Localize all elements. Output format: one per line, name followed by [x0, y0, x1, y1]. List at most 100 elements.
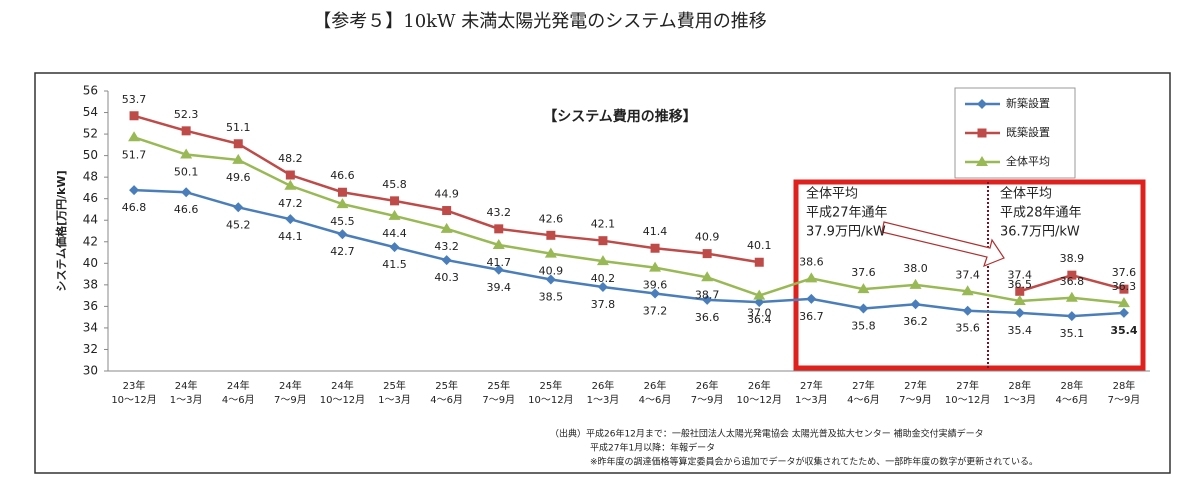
point [961, 285, 974, 296]
point [596, 255, 609, 266]
point [493, 264, 504, 275]
chart-frame [34, 72, 1171, 474]
value-label: 42.7 [330, 245, 355, 258]
x-tick-period: 10～12月 [945, 394, 990, 406]
value-label: 36.8 [1060, 275, 1085, 288]
y-tick-label: 54 [83, 105, 98, 119]
value-label: 38.7 [695, 288, 720, 301]
point [284, 179, 297, 190]
value-label: 35.1 [1060, 327, 1085, 340]
point [753, 289, 766, 300]
x-tick-year: 24年 [279, 379, 302, 392]
value-label: 40.9 [695, 231, 720, 244]
value-label: 36.5 [1008, 278, 1033, 291]
y-tick-label: 36 [83, 299, 98, 313]
series-line [133, 136, 1125, 305]
point [233, 139, 243, 149]
x-tick-period: 10～12月 [737, 394, 782, 406]
value-label: 46.6 [330, 169, 355, 182]
value-label: 48.2 [278, 152, 303, 165]
value-label: 42.6 [539, 212, 564, 225]
legend-label: 新築設置 [1006, 96, 1050, 110]
series-line [133, 188, 1125, 318]
source-note: 平成27年1月以降：年報データ [590, 442, 715, 454]
value-label: 43.2 [434, 240, 459, 253]
x-tick-period: 7～9月 [1108, 394, 1141, 406]
annotation: 平成27年通年 [806, 206, 888, 221]
value-label: 35.4 [1008, 324, 1033, 337]
point [494, 224, 504, 234]
x-tick-period: 4～6月 [1055, 394, 1088, 406]
point [754, 257, 764, 267]
value-label: 39.4 [487, 281, 512, 294]
value-label: 38.9 [1060, 252, 1085, 265]
value-label: 40.1 [747, 239, 772, 252]
point [128, 131, 141, 142]
value-label: 37.4 [1008, 268, 1033, 281]
x-tick-year: 28年 [1113, 379, 1136, 392]
value-label: 37.4 [955, 268, 980, 281]
chart-title: 【システム費用の推移】 [543, 108, 697, 125]
x-tick-year: 24年 [175, 379, 198, 392]
point [1117, 297, 1130, 308]
value-label: 37.8 [591, 298, 616, 311]
x-tick-year: 28年 [1008, 379, 1031, 392]
value-label: 44.9 [434, 188, 459, 201]
value-label: 50.1 [174, 166, 199, 179]
highlight-box [793, 179, 1146, 371]
value-label: 36.3 [1112, 280, 1137, 293]
x-tick-period: 4～6月 [847, 394, 880, 406]
point [1067, 270, 1077, 280]
x-tick-period: 4～6月 [222, 394, 255, 406]
point [1015, 286, 1025, 296]
point [1065, 291, 1078, 302]
arrow [881, 221, 1005, 268]
point [544, 247, 557, 258]
annotation: 全体平均 [806, 186, 858, 202]
x-tick-period: 7～9月 [482, 394, 515, 406]
point [701, 271, 714, 282]
y-tick-label: 44 [83, 213, 98, 227]
x-tick-year: 25年 [435, 379, 458, 392]
x-tick-year: 25年 [487, 379, 510, 392]
value-label: 40.3 [434, 271, 459, 284]
point [962, 305, 973, 316]
point [1014, 307, 1025, 318]
x-tick-period: 10～12月 [528, 394, 573, 406]
point [702, 294, 713, 305]
value-label: 45.8 [382, 178, 407, 191]
x-tick-year: 24年 [331, 379, 354, 392]
value-label: 37.6 [851, 266, 876, 279]
legend-marker [977, 128, 987, 138]
point [180, 148, 193, 159]
page-title: 【参考５】10kW 未満太陽光発電のシステム費用の推移 [313, 11, 767, 32]
point [442, 206, 452, 216]
point [492, 239, 505, 249]
y-tick-label: 46 [83, 191, 98, 205]
point [909, 278, 922, 289]
value-label: 43.2 [487, 206, 512, 219]
x-tick-year: 28年 [1060, 379, 1083, 392]
x-tick-period: 1～3月 [1003, 394, 1036, 406]
value-label: 39.6 [643, 279, 668, 292]
x-tick-year: 26年 [748, 379, 771, 392]
point [129, 185, 140, 196]
point [597, 282, 608, 292]
value-label: 46.6 [174, 203, 199, 216]
legend-marker [976, 156, 988, 166]
x-tick-period: 1～3月 [587, 394, 620, 406]
legend-marker [977, 99, 987, 109]
x-tick-year: 27年 [956, 379, 979, 392]
legend-label: 既築設置 [1006, 125, 1050, 139]
value-label: 44.4 [382, 227, 407, 240]
value-label: 36.6 [695, 311, 720, 324]
x-tick-year: 27年 [852, 379, 875, 392]
value-label: 45.2 [226, 218, 251, 231]
point [388, 209, 401, 220]
value-label: 40.9 [539, 265, 564, 278]
value-label: 52.3 [174, 108, 199, 121]
value-label: 49.6 [226, 171, 251, 184]
value-label: 35.4 [1110, 324, 1137, 337]
point [336, 198, 349, 209]
point [858, 303, 869, 314]
